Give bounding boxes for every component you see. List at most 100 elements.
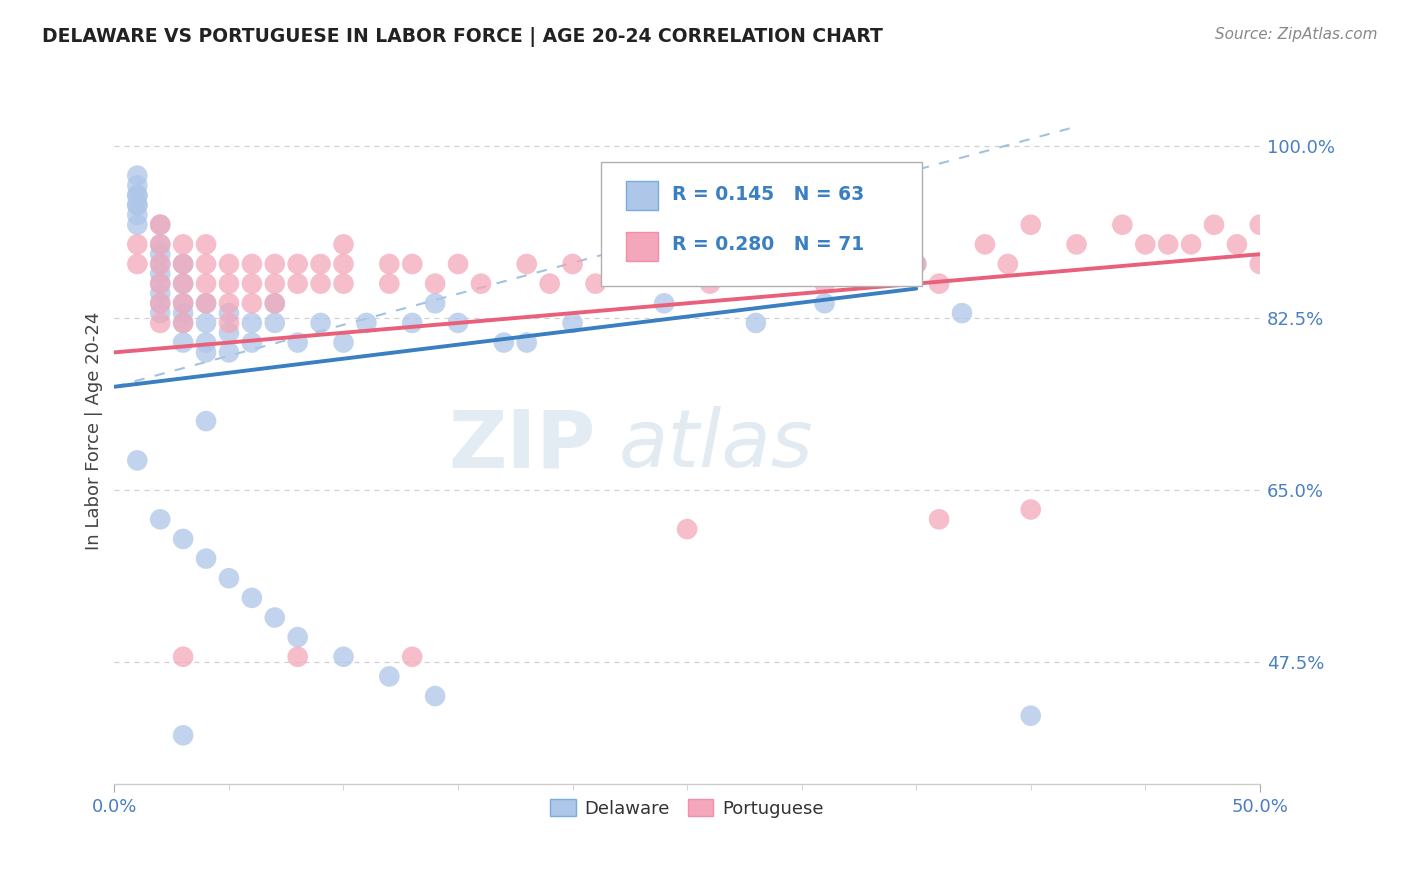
Point: [149, 237, 172, 252]
Point: [630, 257, 652, 271]
Text: R = 0.145   N = 63: R = 0.145 N = 63: [672, 186, 865, 204]
Point: [240, 257, 263, 271]
Point: [218, 277, 240, 291]
Point: [309, 257, 332, 271]
Point: [287, 335, 309, 350]
Point: [240, 316, 263, 330]
Point: [172, 277, 194, 291]
Point: [149, 306, 172, 320]
Point: [127, 188, 149, 202]
Point: [332, 237, 354, 252]
Point: [172, 296, 194, 310]
Point: [813, 277, 835, 291]
Point: [172, 335, 194, 350]
Point: [1180, 237, 1202, 252]
Point: [127, 198, 149, 212]
Point: [287, 277, 309, 291]
Point: [447, 316, 470, 330]
Point: [149, 277, 172, 291]
Point: [676, 522, 699, 536]
Point: [401, 316, 423, 330]
Point: [127, 218, 149, 232]
Point: [149, 257, 172, 271]
Point: [127, 188, 149, 202]
Point: [240, 335, 263, 350]
Point: [859, 257, 882, 271]
Point: [997, 257, 1019, 271]
Point: [195, 414, 218, 428]
Point: [378, 257, 401, 271]
Point: [149, 237, 172, 252]
Point: [218, 257, 240, 271]
Point: [561, 257, 583, 271]
Point: [813, 296, 835, 310]
Point: [401, 649, 423, 664]
Point: [309, 277, 332, 291]
Point: [538, 277, 561, 291]
Point: [745, 257, 768, 271]
Point: [652, 296, 675, 310]
Point: [1019, 708, 1042, 723]
Point: [172, 257, 194, 271]
Point: [905, 257, 928, 271]
Point: [263, 257, 285, 271]
Point: [218, 345, 240, 359]
Point: [218, 571, 240, 585]
Point: [172, 316, 194, 330]
Point: [149, 277, 172, 291]
Point: [423, 277, 446, 291]
FancyBboxPatch shape: [602, 162, 922, 286]
Point: [127, 257, 149, 271]
Point: [149, 247, 172, 261]
Point: [1249, 257, 1271, 271]
Point: [905, 257, 928, 271]
Point: [218, 326, 240, 340]
Point: [1066, 237, 1088, 252]
Point: [172, 277, 194, 291]
Point: [195, 296, 218, 310]
Point: [1019, 218, 1042, 232]
Point: [585, 277, 607, 291]
Point: [149, 512, 172, 526]
Point: [492, 335, 515, 350]
Point: [676, 257, 699, 271]
Point: [790, 257, 813, 271]
Point: [423, 689, 446, 703]
FancyBboxPatch shape: [627, 181, 658, 211]
Point: [447, 257, 470, 271]
Point: [127, 237, 149, 252]
Point: [172, 306, 194, 320]
Point: [470, 277, 492, 291]
Point: [928, 512, 950, 526]
Point: [195, 316, 218, 330]
Point: [1019, 502, 1042, 516]
Point: [1135, 237, 1157, 252]
Point: [950, 306, 973, 320]
Point: [332, 649, 354, 664]
Point: [332, 277, 354, 291]
Point: [127, 178, 149, 193]
Point: [172, 257, 194, 271]
Y-axis label: In Labor Force | Age 20-24: In Labor Force | Age 20-24: [86, 311, 103, 550]
Point: [127, 208, 149, 222]
FancyBboxPatch shape: [627, 232, 658, 261]
Point: [127, 169, 149, 183]
Point: [195, 237, 218, 252]
Point: [149, 218, 172, 232]
Point: [127, 198, 149, 212]
Point: [263, 610, 285, 624]
Text: Source: ZipAtlas.com: Source: ZipAtlas.com: [1215, 27, 1378, 42]
Point: [195, 335, 218, 350]
Point: [1249, 218, 1271, 232]
Point: [127, 453, 149, 467]
Point: [378, 669, 401, 683]
Point: [1202, 218, 1225, 232]
Point: [172, 728, 194, 742]
Point: [1157, 237, 1180, 252]
Point: [378, 277, 401, 291]
Text: R = 0.280   N = 71: R = 0.280 N = 71: [672, 235, 865, 254]
Point: [195, 277, 218, 291]
Point: [149, 296, 172, 310]
Point: [287, 257, 309, 271]
Point: [218, 296, 240, 310]
